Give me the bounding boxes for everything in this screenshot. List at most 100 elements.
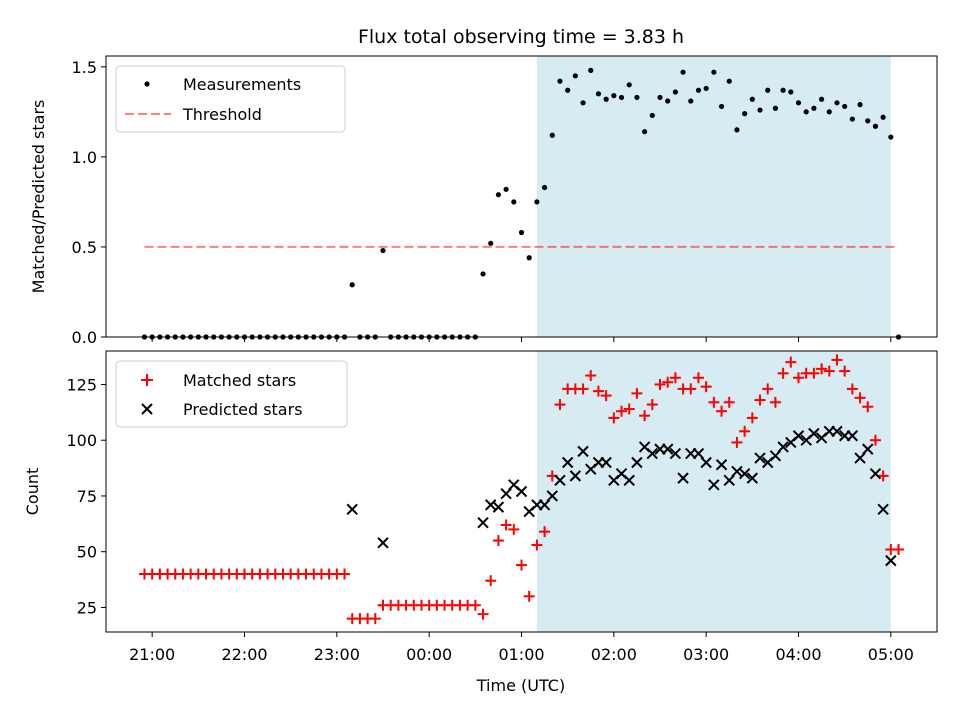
measurement-point	[834, 100, 840, 106]
measurement-point	[849, 116, 855, 122]
measurement-point	[634, 94, 640, 101]
measurement-point	[780, 87, 786, 93]
measurement-point	[480, 271, 486, 277]
measurement-point	[765, 87, 771, 93]
predicted-star-point	[631, 456, 643, 469]
predicted-star-point	[515, 485, 528, 498]
bottom-x-ticks: 21:00 22:00 23:00 00:00 01:00 02:00 03:00 04:00…	[129, 632, 914, 664]
legend-label-matched: Matched stars	[183, 371, 296, 390]
measurement-point	[618, 94, 625, 101]
measurement-point	[880, 114, 886, 120]
predicted-star-point	[846, 430, 859, 442]
predicted-star-point	[862, 443, 874, 455]
matched-star-point	[700, 381, 712, 393]
predicted-star-point	[600, 456, 612, 469]
predicted-star-point	[808, 427, 820, 440]
measurement-point	[811, 105, 817, 111]
legend-label-threshold: Threshold	[182, 105, 262, 124]
measurement-point	[649, 112, 655, 119]
x-tick-label: 00:00	[406, 645, 452, 664]
matched-star-point	[777, 367, 789, 379]
predicted-star-point	[661, 443, 674, 455]
matched-star-point	[723, 396, 735, 408]
predicted-star-point	[646, 447, 659, 460]
measurement-point	[788, 89, 794, 95]
matched-star-point	[577, 383, 589, 395]
bottom-observing-window-shade	[536, 351, 891, 632]
measurement-point	[642, 129, 648, 135]
legend-marker-matched	[141, 374, 153, 386]
measurement-point	[511, 199, 517, 205]
matched-star-point	[339, 568, 351, 580]
x-tick-label: 21:00	[129, 645, 175, 664]
bottom-legend: Matched stars Predicted stars	[115, 360, 348, 428]
matched-star-point	[646, 399, 658, 411]
predicted-star-point	[877, 503, 889, 516]
top-legend-box	[115, 65, 346, 133]
matched-star-point	[746, 412, 758, 424]
top-y-tick-label: 1.5	[72, 58, 97, 77]
legend-label-predicted: Predicted stars	[183, 400, 303, 419]
predicted-star-point	[746, 472, 759, 484]
bottom-legend-box	[115, 360, 348, 428]
measurement-point	[680, 69, 686, 75]
bottom-y-axis-label: Count	[23, 468, 42, 516]
matched-star-point	[600, 390, 612, 402]
measurement-point	[718, 103, 725, 110]
predicted-star-point	[738, 467, 751, 480]
measurement-point	[495, 192, 502, 198]
measurement-point	[503, 186, 509, 192]
matched-star-point	[631, 387, 643, 399]
matched-star-point	[831, 354, 843, 366]
measurement-point	[826, 109, 832, 115]
predicted-star-point	[700, 456, 712, 469]
matched-star-point	[539, 526, 551, 538]
predicted-star-point	[708, 479, 720, 491]
matched-star-point	[692, 372, 704, 384]
matched-star-point	[769, 396, 781, 408]
x-tick-label: 04:00	[775, 645, 821, 664]
measurement-point	[726, 78, 732, 84]
legend-label-measurements: Measurements	[183, 75, 301, 94]
bottom-y-ticks: 25 50 75 100 125	[66, 375, 106, 617]
matched-star-point	[762, 383, 774, 395]
matched-star-point	[669, 372, 681, 384]
predicted-star-point	[554, 474, 566, 487]
predicted-star-point	[777, 441, 789, 453]
measurement-point	[749, 96, 755, 102]
x-axis-label: Time (UTC)	[476, 676, 565, 695]
measurement-point	[349, 282, 355, 288]
matched-star-point	[662, 376, 674, 388]
measurement-point	[603, 96, 609, 102]
matched-star-point	[485, 575, 497, 587]
matched-star-point	[369, 613, 381, 625]
matched-star-point	[793, 372, 804, 384]
matched-star-point	[816, 363, 828, 375]
measurement-point	[818, 96, 825, 102]
matched-star-point	[731, 436, 743, 448]
matched-stars-points	[138, 354, 905, 625]
measurement-point	[772, 105, 779, 111]
measurement-point	[757, 107, 763, 113]
matched-star-point	[708, 396, 720, 408]
bottom-y-tick-label: 125	[66, 375, 97, 394]
matched-star-point	[862, 401, 874, 413]
measurement-point	[588, 67, 594, 74]
matched-star-point	[585, 370, 597, 382]
measurement-point	[703, 85, 709, 92]
measurement-point	[734, 127, 740, 133]
matched-star-point	[531, 539, 543, 551]
bottom-y-tick-label: 25	[77, 598, 97, 617]
x-tick-label: 03:00	[683, 645, 729, 664]
measurement-point	[657, 94, 663, 101]
top-y-axis-label: Matched/Predicted stars	[29, 100, 48, 294]
x-tick-label: 01:00	[498, 645, 544, 664]
predicted-star-point	[885, 554, 897, 567]
legend-marker-measurements	[144, 81, 150, 87]
top-legend: Measurements Threshold	[115, 65, 346, 133]
measurement-point	[526, 255, 532, 261]
top-panel: 0.0 0.5 1.0 1.5 Matched/Predicted stars Mea…	[29, 55, 938, 347]
predicted-star-point	[477, 517, 489, 529]
matched-star-point	[808, 367, 820, 379]
matched-star-point	[523, 590, 535, 602]
